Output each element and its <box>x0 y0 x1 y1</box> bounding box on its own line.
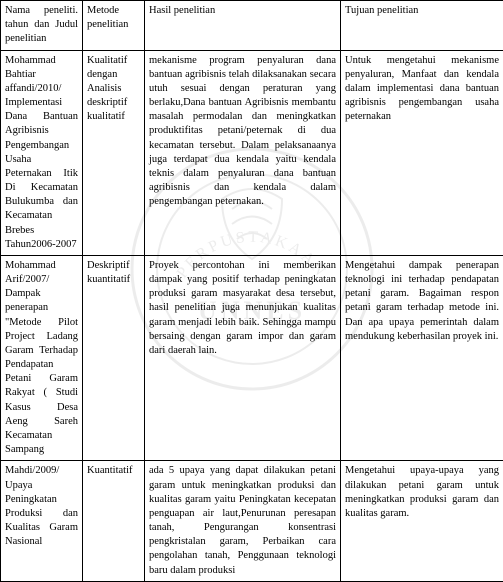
cell-name: Mohammad Bahtiar affandi/2010/ Implement… <box>1 50 83 255</box>
table-row: Mohammad Bahtiar affandi/2010/ Implement… <box>1 50 503 255</box>
cell-result: Proyek percontohan ini memberikan dampak… <box>145 255 341 460</box>
cell-name: Mahdi/2009/ Upaya Peningkatan Produksi d… <box>1 461 83 581</box>
header-method: Metode penelitian <box>83 1 145 51</box>
header-purpose: Tujuan penelitian <box>341 1 503 51</box>
table-row: Mohammad Arif/2007/ Dampak penerapan "Me… <box>1 255 503 460</box>
cell-name: Mohammad Arif/2007/ Dampak penerapan "Me… <box>1 255 83 460</box>
cell-purpose: Untuk mengetahui mekanisme penyaluran, M… <box>341 50 503 255</box>
table-row: Mahdi/2009/ Upaya Peningkatan Produksi d… <box>1 461 503 581</box>
table-header-row: Nama peneliti. tahun dan Judul penelitia… <box>1 1 503 51</box>
cell-method: Kuantitatif <box>83 461 145 581</box>
cell-purpose: Mengetahui upaya-upaya yang dilakukan pe… <box>341 461 503 581</box>
header-name: Nama peneliti. tahun dan Judul penelitia… <box>1 1 83 51</box>
header-result: Hasil penelitian <box>145 1 341 51</box>
cell-method: Deskriptif kuantitatif <box>83 255 145 460</box>
cell-result: ada 5 upaya yang dapat dilakukan petani … <box>145 461 341 581</box>
cell-method: Kualitatif dengan Analisis deskriptif ku… <box>83 50 145 255</box>
cell-result: mekanisme program penyaluran dana bantua… <box>145 50 341 255</box>
cell-purpose: Mengetahui dampak penerapan teknologi in… <box>341 255 503 460</box>
research-table: Nama peneliti. tahun dan Judul penelitia… <box>0 0 503 582</box>
